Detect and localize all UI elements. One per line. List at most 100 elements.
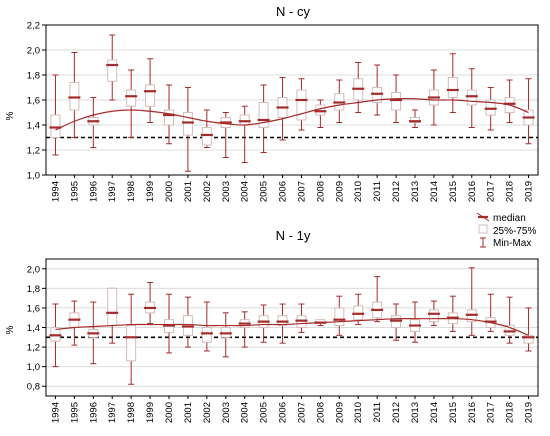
y-axis-label: % (5, 325, 16, 334)
iqr-box (428, 309, 439, 323)
x-tick-label: 2005 (259, 181, 270, 202)
y-tick-label: 2,2 (27, 21, 40, 32)
box-2012 (390, 303, 403, 341)
box-2001 (181, 87, 194, 172)
iqr-box (201, 127, 212, 146)
y-tick-label: 1,0 (27, 362, 40, 373)
box-1999 (144, 58, 157, 123)
box-2008 (314, 99, 327, 128)
iqr-box (201, 327, 212, 343)
box-1998 (125, 69, 138, 138)
legend: median 25%-75% Min-Max (476, 212, 536, 249)
x-tick-label: 2006 (278, 402, 289, 423)
box-2007 (295, 78, 308, 131)
x-tick-label: 2001 (183, 402, 194, 423)
iqr-box (50, 114, 61, 138)
y-tick-label: 2,0 (27, 46, 40, 57)
iqr-box (164, 109, 174, 126)
box-2019 (522, 78, 535, 145)
y-tick-label: 1,2 (27, 146, 40, 157)
x-tick-label: 2012 (391, 402, 402, 423)
y-tick-label: 2,0 (27, 264, 40, 275)
box-2018 (503, 296, 516, 344)
x-tick-label: 2019 (524, 181, 535, 202)
iqr-box (372, 87, 383, 103)
box-2005 (257, 304, 270, 343)
x-tick-label: 2013 (410, 181, 421, 202)
x-tick-label: 2019 (524, 402, 535, 423)
chart-title: N - 1y (276, 228, 311, 243)
box-2011 (371, 64, 384, 116)
plot-area: 1,0 1,2 1,4 1,6 1,8 2,0 2,2 1994 1995 1996 1997 199… (27, 21, 539, 202)
x-tick-label: 2017 (486, 181, 497, 202)
y-tick-label: 1,6 (27, 303, 40, 314)
box-1996 (87, 97, 100, 148)
x-tick-label: 2016 (467, 402, 478, 423)
x-tick-label: 2018 (505, 181, 516, 202)
iqr-box (466, 89, 477, 106)
iqr-box (107, 287, 118, 327)
box-2014 (427, 69, 440, 126)
x-tick-label: 2013 (410, 402, 421, 423)
box-2010 (352, 62, 365, 113)
box-1997 (106, 287, 119, 344)
box-2018 (503, 79, 516, 123)
y-tick-label: 1,0 (27, 171, 40, 182)
x-tick-label: 1995 (69, 402, 80, 423)
x-tick-label: 2007 (296, 402, 307, 423)
x-tick-label: 2006 (278, 181, 289, 202)
iqr-box (69, 82, 80, 111)
x-tick-label: 2003 (221, 402, 232, 423)
iqr-box (182, 112, 193, 136)
iqr-box (334, 307, 345, 327)
y-tick-label: 1,8 (27, 284, 40, 295)
iqr-box (239, 114, 250, 126)
box-2014 (427, 300, 440, 327)
iqr-box (485, 99, 496, 116)
legend-median-trend-swatch (476, 212, 490, 222)
box-2006 (276, 303, 289, 344)
x-tick-label: 2010 (353, 181, 364, 202)
box-2013 (409, 109, 421, 128)
plot-frame (45, 258, 539, 397)
legend-median-label: median (493, 213, 526, 224)
x-tick-label: 2008 (315, 181, 326, 202)
box-2001 (181, 296, 194, 348)
iqr-box (107, 59, 118, 82)
box-1999 (144, 281, 157, 325)
x-tick-label: 1998 (126, 181, 137, 202)
x-tick-label: 2000 (164, 181, 175, 202)
box-2010 (352, 293, 365, 326)
x-tick-label: 2015 (448, 181, 459, 202)
x-tick-label: 2004 (240, 181, 251, 202)
x-tick-label: 2017 (486, 402, 497, 423)
x-tick-label: 1995 (69, 181, 80, 202)
box-2017 (484, 87, 497, 131)
chart-n-1y: N - 1y % 0,8 1,0 1,2 1,4 1,6 1,8 2,0 1994 1995 19… (5, 228, 539, 423)
x-tick-label: 1996 (88, 181, 99, 202)
box-2013 (409, 301, 421, 343)
box-1998 (125, 293, 138, 385)
y-tick-label: 1,4 (27, 121, 40, 132)
box-2006 (276, 77, 289, 141)
x-tick-label: 2002 (202, 402, 213, 423)
y-tick-label: 1,6 (27, 96, 40, 107)
x-tick-label: 2001 (183, 181, 194, 202)
box-2019 (522, 307, 535, 352)
x-tick-label: 1999 (145, 402, 156, 423)
box-2003 (219, 112, 232, 158)
box-2016 (465, 68, 478, 128)
x-tick-label: 2000 (164, 402, 175, 423)
y-tick-label: 1,2 (27, 343, 40, 354)
y-tick-label: 0,8 (27, 382, 40, 393)
iqr-box (145, 84, 156, 107)
x-tick-label: 1997 (107, 181, 118, 202)
x-tick-label: 2009 (334, 181, 345, 202)
box-2004 (238, 311, 251, 348)
legend-whisker-label: Min-Max (493, 238, 531, 249)
box-2005 (257, 84, 270, 153)
box-2003 (219, 312, 232, 358)
box-1997 (106, 34, 119, 101)
box-2007 (295, 303, 308, 333)
